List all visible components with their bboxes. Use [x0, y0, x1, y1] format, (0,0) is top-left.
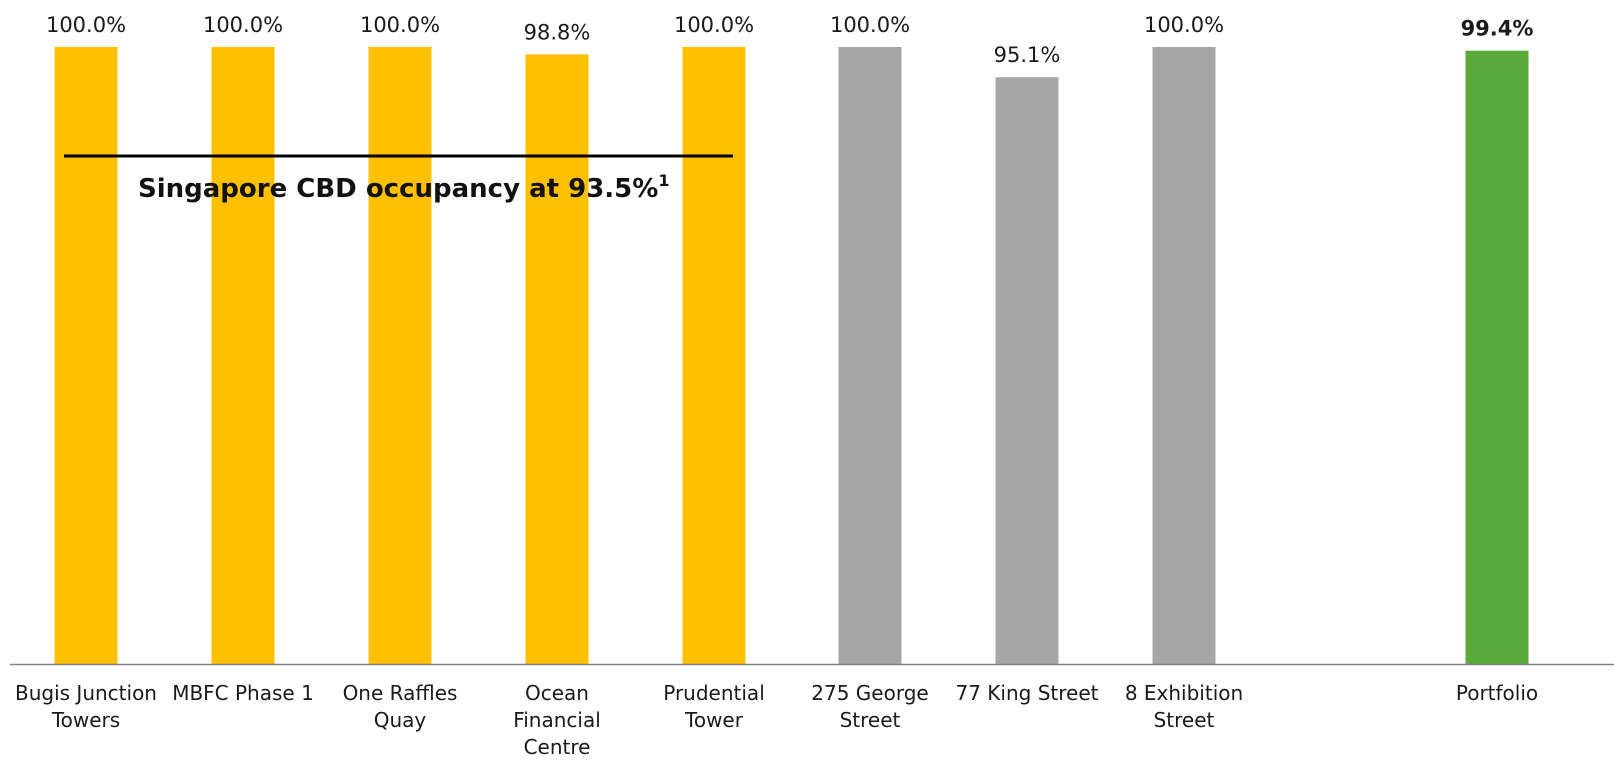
category-label: Ocean Financial Centre: [513, 681, 601, 759]
bar: [525, 54, 589, 665]
bar: [1152, 47, 1216, 664]
category-label: 8 Exhibition Street: [1125, 681, 1243, 732]
bar-value-label: 95.1%: [994, 43, 1061, 67]
bars-group: [54, 47, 1529, 665]
category-label: 77 King Street: [956, 681, 1099, 705]
bar-value-label: 100.0%: [674, 13, 754, 37]
bar: [995, 77, 1059, 664]
category-label: 275 George Street: [811, 681, 928, 732]
category-label: One Raffles Quay: [343, 681, 458, 732]
bar-value-label: 100.0%: [1144, 13, 1224, 37]
cbd-reference-footnote: 1: [658, 171, 669, 190]
bar: [54, 47, 118, 664]
bar: [368, 47, 432, 664]
bar-value-label: 100.0%: [360, 13, 440, 37]
category-labels-group: Bugis Junction Towers MBFC Phase 1 One Raff…: [15, 681, 1538, 759]
bar-value-label: 100.0%: [203, 13, 283, 37]
bar: [1465, 50, 1529, 664]
bar: [682, 47, 746, 664]
category-label: Portfolio: [1456, 681, 1538, 705]
value-labels-group: 100.0% 100.0% 100.0% 98.8% 100.0% 100.0% 95.1%…: [46, 13, 1533, 67]
bar-value-label: 100.0%: [46, 13, 126, 37]
bar-value-label: 99.4%: [1461, 17, 1534, 41]
bar-value-label: 100.0%: [830, 13, 910, 37]
bar: [211, 47, 275, 664]
bar: [838, 47, 902, 664]
cbd-reference-label: Singapore CBD occupancy at 93.5%1: [138, 171, 669, 204]
category-label: MBFC Phase 1: [172, 681, 314, 705]
category-label: Prudential Tower: [663, 681, 765, 732]
bar-value-label: 98.8%: [524, 20, 591, 44]
cbd-reference-label-text: Singapore CBD occupancy at 93.5%: [138, 174, 658, 204]
category-label: Bugis Junction Towers: [15, 681, 157, 732]
